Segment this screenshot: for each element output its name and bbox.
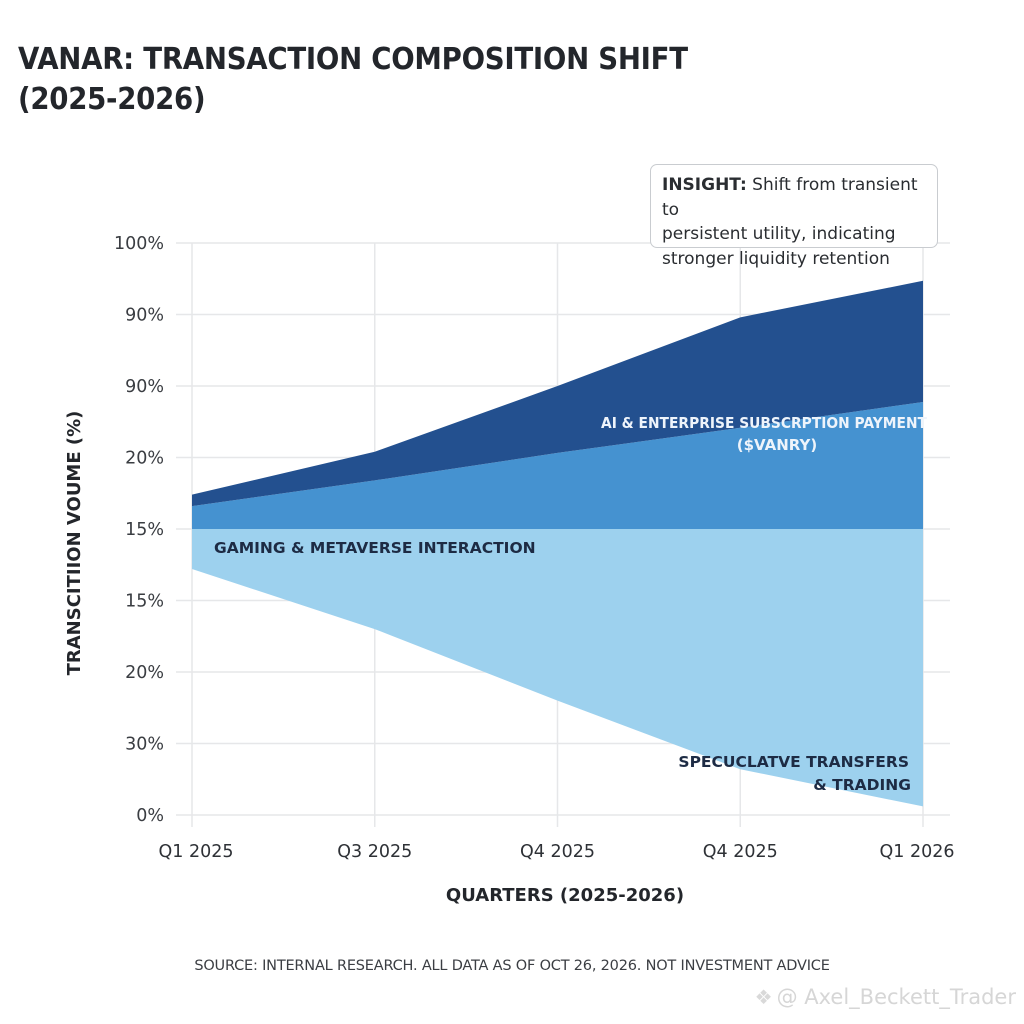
area-gaming	[192, 402, 923, 529]
y-tick-label: 100%	[114, 234, 164, 254]
x-tick-label: Q3 2025	[337, 842, 412, 862]
insight-callout: INSIGHT: Shift from transient to persist…	[650, 164, 938, 269]
chart-title-line1: VANAR: TRANSACTION COMPOSITION SHIFT	[18, 42, 688, 77]
insight-text-1: Shift from transient to	[662, 175, 918, 220]
insight-text-3: stronger liquidity retention	[662, 248, 890, 269]
watermark-text: @ Axel_Beckett_Trader	[776, 985, 1016, 1009]
chart-title: VANAR: TRANSACTION COMPOSITION SHIFT (20…	[18, 40, 717, 120]
series-label-speculative-line1: SPECUCLATVE TRANSFERS	[678, 753, 909, 771]
y-axis-title: TRANSCITIION VOUME (%)	[64, 411, 85, 676]
area-speculative	[192, 529, 923, 807]
x-axis-ticks: Q1 2025 Q3 2025 Q4 2025 Q4 2025 Q1 2026	[158, 842, 954, 862]
y-tick-label: 90%	[125, 306, 164, 326]
x-tick-label: Q4 2025	[520, 842, 595, 862]
x-tick-label: Q1 2025	[158, 842, 233, 862]
y-tick-label: 30%	[125, 735, 164, 755]
y-tick-label: 0%	[136, 806, 164, 826]
insight-label: INSIGHT:	[662, 175, 747, 195]
area-ai-enterprise	[192, 280, 923, 507]
y-tick-label: 90%	[125, 377, 164, 397]
source-note: SOURCE: INTERNAL RESEARCH. ALL DATA AS O…	[194, 958, 830, 974]
x-tick-label: Q1 2026	[879, 842, 954, 862]
diamond-logo-icon: ❖	[754, 985, 773, 1009]
chart-title-line2: (2025-2026)	[18, 82, 206, 117]
x-tick-label: Q4 2025	[703, 842, 778, 862]
series-label-ai-line1: AI & ENTERPRISE SUBSCRPTION PAYMENT	[601, 414, 928, 432]
y-tick-label: 20%	[125, 663, 164, 683]
y-tick-label: 15%	[125, 592, 164, 612]
y-tick-label: 20%	[125, 449, 164, 469]
series-label-speculative-line2: & TRADING	[813, 776, 911, 794]
series-label-ai-line2: ($VANRY)	[737, 436, 818, 454]
y-axis-ticks: 100% 90% 90% 20% 15% 15% 20% 30% 0%	[114, 234, 164, 826]
area-series	[192, 280, 923, 807]
x-axis-title: QUARTERS (2025-2026)	[446, 885, 684, 906]
insight-text-2: persistent utility, indicating	[662, 224, 896, 244]
watermark: ❖ @ Axel_Beckett_Trader	[755, 985, 1016, 1009]
y-tick-label: 15%	[125, 520, 164, 540]
series-label-gaming: GAMING & METAVERSE INTERACTION	[214, 539, 536, 557]
